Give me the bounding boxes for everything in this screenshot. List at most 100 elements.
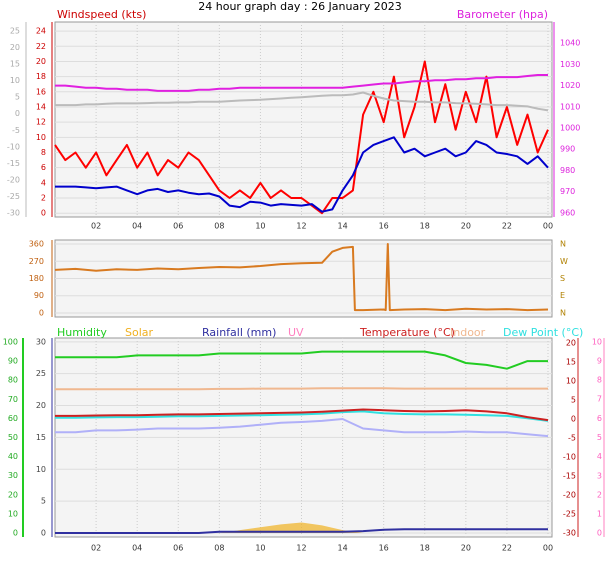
y-tick-label: N: [560, 308, 566, 317]
axis-title: Barometer (hpa): [457, 8, 548, 21]
y-tick-label: 980: [560, 166, 575, 175]
y-tick-label: 10: [8, 509, 18, 518]
y-tick-label: 25: [10, 26, 20, 35]
y-tick-label: -15: [7, 159, 20, 168]
y-tick-label: 5: [15, 93, 20, 102]
y-tick-label: 15: [566, 357, 576, 366]
y-tick-label: 3: [597, 471, 602, 480]
y-tick-label: 1040: [560, 39, 580, 48]
x-tick-label: 02: [91, 544, 101, 553]
y-tick-label: N: [560, 240, 566, 249]
y-tick-label: -25: [563, 510, 576, 519]
y-tick-label: 60: [8, 414, 18, 423]
y-tick-label: 10: [566, 376, 576, 385]
y-tick-label: -20: [7, 175, 20, 184]
x-tick-label: 18: [420, 544, 430, 553]
y-tick-label: 30: [36, 337, 46, 346]
axis-title: Windspeed (kts): [57, 8, 146, 21]
y-tick-label: 20: [8, 490, 18, 499]
series-line: [55, 387, 548, 391]
y-tick-label: 30: [8, 471, 18, 480]
x-tick-label: 00: [543, 544, 553, 553]
y-tick-label: 0: [571, 414, 576, 423]
x-tick-label: 20: [461, 544, 471, 553]
y-tick-label: 8: [41, 148, 46, 157]
y-tick-label: -10: [563, 452, 576, 461]
series-line: [55, 528, 548, 534]
y-tick-label: 10: [592, 337, 602, 346]
legend-label: Rainfall (mm): [202, 326, 276, 339]
legend-label: Humidity: [57, 326, 107, 339]
y-tick-label: 7: [597, 395, 602, 404]
x-tick-label: 02: [91, 222, 101, 231]
y-tick-label: 5: [597, 433, 602, 442]
x-tick-label: 14: [337, 222, 347, 231]
y-tick-label: 5: [571, 395, 576, 404]
y-tick-label: 6: [597, 414, 602, 423]
y-tick-label: 970: [560, 187, 575, 196]
y-tick-label: 1000: [560, 123, 580, 132]
x-tick-label: 10: [255, 544, 265, 553]
y-tick-label: 20: [566, 338, 576, 347]
x-tick-label: 12: [296, 222, 306, 231]
y-tick-label: 9: [597, 356, 602, 365]
y-tick-label: 90: [34, 291, 44, 300]
y-tick-label: 1020: [560, 81, 580, 90]
plot-frame: [54, 21, 553, 218]
y-tick-label: S: [560, 274, 565, 283]
y-tick-label: 1: [597, 510, 602, 519]
y-tick-label: 14: [36, 102, 46, 111]
series-line: [54, 243, 549, 312]
y-tick-label: 2: [41, 194, 46, 203]
x-tick-label: 16: [379, 222, 389, 231]
series-line: [55, 418, 549, 438]
x-tick-label: 04: [132, 222, 142, 231]
y-tick-label: -30: [563, 529, 576, 538]
y-tick-label: 0: [13, 528, 18, 537]
x-tick-label: 06: [173, 544, 183, 553]
y-tick-label: 24: [36, 27, 46, 36]
y-tick-label: 0: [41, 528, 46, 537]
y-tick-label: 0: [39, 308, 44, 317]
area: [55, 522, 548, 533]
y-tick-label: -5: [568, 433, 576, 442]
y-tick-label: -5: [12, 126, 20, 135]
y-tick-label: 15: [36, 433, 46, 442]
y-tick-label: 10: [36, 133, 46, 142]
y-tick-label: 0: [597, 529, 602, 538]
y-tick-label: 0: [15, 109, 20, 118]
y-tick-label: 20: [10, 43, 20, 52]
y-tick-label: 80: [8, 376, 18, 385]
y-tick-label: 15: [10, 60, 20, 69]
y-tick-label: 1010: [560, 102, 580, 111]
x-tick-label: 16: [379, 544, 389, 553]
y-tick-label: 50: [8, 433, 18, 442]
y-tick-label: 20: [36, 57, 46, 66]
x-tick-label: 08: [214, 544, 224, 553]
legend-label: Solar: [125, 326, 154, 339]
y-tick-label: 16: [36, 87, 46, 96]
legend-label: Dew Point (°C): [503, 326, 583, 339]
y-tick-label: E: [560, 291, 565, 300]
x-tick-label: 06: [173, 222, 183, 231]
y-tick-label: 360: [29, 240, 44, 249]
y-tick-label: -30: [7, 209, 20, 218]
y-tick-label: 20: [36, 401, 46, 410]
series-line: [55, 136, 549, 213]
y-tick-label: -15: [563, 471, 576, 480]
y-tick-label: -20: [563, 490, 576, 499]
x-tick-label: 08: [214, 222, 224, 231]
y-tick-label: 18: [36, 72, 46, 81]
series-line: [54, 60, 549, 215]
y-tick-label: 270: [29, 257, 44, 266]
y-tick-label: 990: [560, 145, 575, 154]
x-tick-label: 00: [543, 222, 553, 231]
x-tick-label: 04: [132, 544, 142, 553]
y-tick-label: 4: [41, 178, 46, 187]
y-tick-label: 0: [41, 209, 46, 218]
x-tick-label: 10: [255, 222, 265, 231]
series-line: [55, 91, 549, 112]
y-tick-label: 10: [36, 465, 46, 474]
x-tick-label: 18: [420, 222, 430, 231]
